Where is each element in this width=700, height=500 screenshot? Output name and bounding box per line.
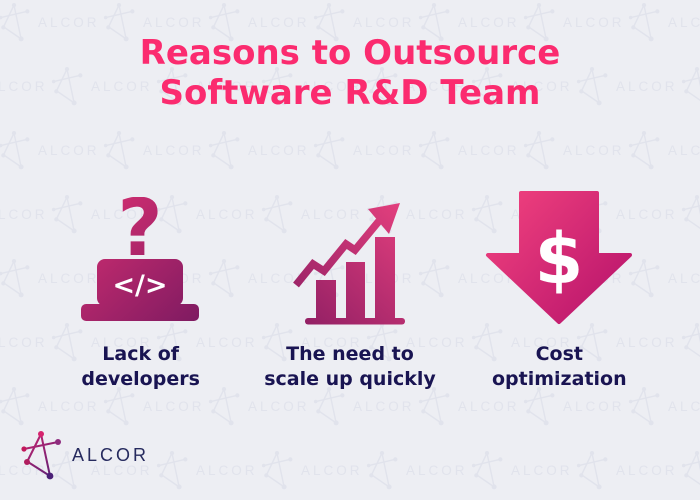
alcor-watermark: ALCOR (628, 129, 700, 171)
alcor-constellation-icon (21, 431, 61, 480)
bar-medium (345, 262, 365, 318)
alcor-logo-text: ALCOR (72, 444, 150, 465)
alcor-watermark: ALCOR (0, 78, 48, 94)
alcor-watermark: ALCOR (681, 193, 700, 235)
alcor-watermark: ALCOR (523, 1, 625, 43)
alcor-watermark: ALCOR (576, 65, 678, 107)
alcor-watermark: ALCOR (156, 449, 258, 491)
alcor-logo: ALCOR (20, 429, 149, 481)
alcor-watermark: ALCOR (681, 321, 700, 363)
icon-box (293, 190, 407, 325)
icon-box: ? </> (80, 190, 201, 325)
card-label: Lack of developers (81, 343, 200, 390)
down-arrow-shape (486, 191, 633, 324)
bar-tall (374, 237, 395, 318)
alcor-watermark: ALCOR (51, 449, 153, 491)
alcor-watermark: ALCOR (0, 1, 100, 43)
alcor-watermark: ALCOR (418, 129, 520, 171)
card-label: The need to scale up quickly (264, 343, 436, 390)
alcor-watermark: ALCOR (0, 385, 100, 427)
alcor-watermark: ALCOR (681, 65, 700, 107)
alcor-watermark: ALCOR (208, 1, 310, 43)
alcor-watermark: ALCOR (313, 1, 415, 43)
alcor-watermark: ALCOR (261, 321, 363, 363)
laptop-screen (96, 259, 183, 306)
alcor-watermark: ALCOR (366, 449, 468, 491)
reasons-row: ? </> Lack of developers (36, 190, 664, 392)
alcor-watermark: ALCOR (0, 129, 100, 171)
alcor-watermark: ALCOR (523, 385, 625, 427)
alcor-watermark: ALCOR (576, 449, 678, 491)
alcor-watermark: ALCOR (0, 206, 48, 222)
alcor-watermark: ALCOR (576, 321, 678, 363)
alcor-watermark: ALCOR (208, 385, 310, 427)
alcor-watermark: ALCOR (0, 334, 48, 350)
laptop-base (80, 304, 199, 321)
alcor-watermark: ALCOR (51, 65, 153, 107)
alcor-watermark: ALCOR (208, 257, 310, 299)
alcor-watermark: ALCOR (418, 257, 520, 299)
alcor-watermark: ALCOR (156, 65, 258, 107)
alcor-watermark: ALCOR (471, 321, 573, 363)
trend-arrow-line (293, 218, 382, 288)
rising-bar-chart-arrow-icon (293, 203, 405, 325)
alcor-watermark: ALCOR (103, 1, 205, 43)
chart-baseline (304, 318, 405, 325)
alcor-watermark: ALCOR (261, 193, 363, 235)
laptop-code-question-icon: ? </> (80, 197, 199, 321)
alcor-watermark: ALCOR (261, 65, 363, 107)
alcor-watermark: ALCOR (51, 321, 153, 363)
page-title: Reasons to Outsource Software R&D Team (139, 33, 561, 113)
alcor-watermark: ALCOR (628, 385, 700, 427)
icon-box: $ (485, 190, 633, 325)
alcor-watermark: ALCOR (628, 257, 700, 299)
alcor-watermark: ALCOR (313, 129, 415, 171)
alcor-watermark: ALCOR (103, 129, 205, 171)
alcor-watermark: ALCOR (418, 1, 520, 43)
alcor-watermark: ALCOR (418, 385, 520, 427)
alcor-watermark: ALCOR (103, 385, 205, 427)
alcor-watermark: ALCOR (628, 1, 700, 43)
alcor-watermark: ALCOR (261, 449, 363, 491)
down-arrow-dollar-icon: $ (486, 191, 633, 324)
alcor-watermark: ALCOR (471, 65, 573, 107)
alcor-watermark: ALCOR (313, 385, 415, 427)
alcor-watermark: ALCOR (366, 65, 468, 107)
bar-short (315, 280, 336, 318)
card-scale-up: The need to scale up quickly (245, 190, 454, 392)
alcor-watermark: ALCOR (208, 129, 310, 171)
card-label: Cost optimization (492, 343, 627, 390)
card-cost-optimization: $ Cost optimization (455, 190, 664, 392)
card-lack-of-developers: ? </> Lack of developers (36, 190, 245, 392)
alcor-watermark: ALCOR (681, 449, 700, 491)
alcor-watermark: ALCOR (51, 193, 153, 235)
alcor-watermark: ALCOR (523, 129, 625, 171)
alcor-watermark: ALCOR (156, 193, 258, 235)
alcor-watermark: ALCOR (0, 257, 100, 299)
alcor-watermark: ALCOR (156, 321, 258, 363)
alcor-watermark: ALCOR (471, 449, 573, 491)
alcor-watermark: ALCOR (366, 321, 468, 363)
trend-arrow-head (367, 203, 400, 234)
code-symbol: </> (112, 270, 167, 301)
dollar-sign: $ (535, 218, 584, 300)
